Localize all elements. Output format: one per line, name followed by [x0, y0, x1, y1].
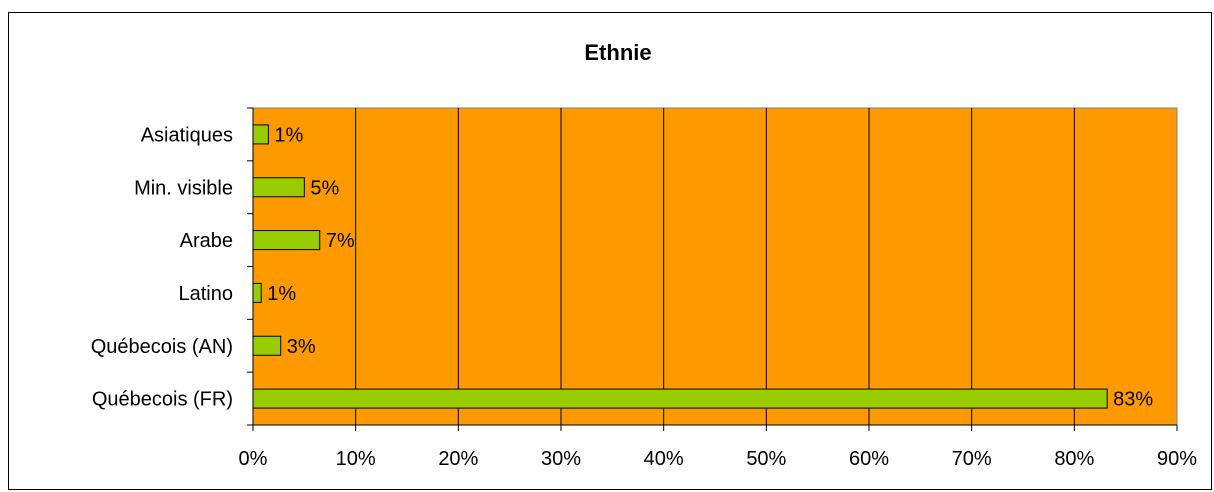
bar — [252, 335, 282, 356]
bar — [252, 388, 1108, 409]
x-tick-label: 30% — [541, 448, 581, 470]
x-tick-label: 80% — [1054, 448, 1094, 470]
bar-value-label: 7% — [326, 230, 355, 252]
bar-value-label: 1% — [274, 124, 303, 146]
bar — [252, 230, 321, 251]
bar — [252, 124, 269, 145]
y-axis: Asiatiques Min. visible Arabe Latino Québeco… — [91, 107, 254, 426]
bars — [252, 124, 1108, 409]
y-tick-label: Arabe — [180, 230, 233, 252]
bar — [252, 282, 262, 303]
y-tick-label: Min. visible — [134, 177, 233, 199]
x-tick-label: 20% — [438, 448, 478, 470]
x-axis: 0% 10% 20% 30% 40% 50% 60% 70% 80% 90% — [239, 424, 1197, 470]
x-tick-label: 40% — [644, 448, 684, 470]
x-tick-label: 50% — [746, 448, 786, 470]
x-tick-label: 90% — [1157, 448, 1197, 470]
bar-value-label: 5% — [310, 177, 339, 199]
data-labels: 1% 5% 7% 1% 3% 83% — [267, 124, 1153, 410]
bar — [252, 177, 305, 198]
y-tick-label: Latino — [179, 283, 234, 305]
chart-title: Ethnie — [584, 40, 651, 65]
y-tick-label: Québecois (AN) — [91, 336, 233, 358]
x-tick-label: 0% — [239, 448, 268, 470]
gridlines — [355, 108, 1075, 425]
bar-value-label: 1% — [267, 283, 296, 305]
y-tick-label: Québecois (FR) — [92, 389, 233, 411]
x-tick-label: 10% — [336, 448, 376, 470]
y-tick-label: Asiatiques — [141, 124, 233, 146]
bar-value-label: 83% — [1113, 389, 1153, 411]
x-tick-label: 70% — [952, 448, 992, 470]
bar-value-label: 3% — [287, 336, 316, 358]
x-tick-label: 60% — [849, 448, 889, 470]
plot-area — [252, 107, 1178, 426]
